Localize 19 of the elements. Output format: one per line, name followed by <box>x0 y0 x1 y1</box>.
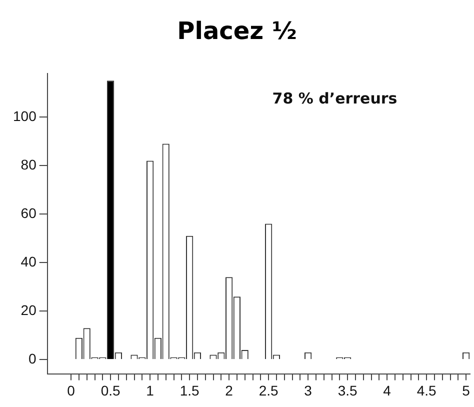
x-tick-label: 5 <box>462 382 470 398</box>
x-tick-label: 2 <box>225 382 234 398</box>
y-tick-label: 20 <box>20 302 37 318</box>
chart-title: Placez ½ <box>176 16 298 47</box>
x-tick-label: 4.5 <box>416 382 436 398</box>
y-tick-label: 80 <box>20 156 37 172</box>
x-tick-label: 2.5 <box>258 382 278 398</box>
x-tick-label: 1 <box>146 382 154 398</box>
x-tick-label: 0 <box>67 382 76 398</box>
y-tick-label: 60 <box>20 204 37 221</box>
y-tick-label: 100 <box>13 108 37 124</box>
x-tick-label: 3 <box>304 382 312 398</box>
annotation: 78 % d’erreurs <box>272 89 398 108</box>
y-tick-label: 40 <box>20 253 37 270</box>
y-tick-label: 0 <box>28 350 37 367</box>
x-tick-label: 4 <box>383 382 392 398</box>
x-tick-label: 1.5 <box>180 382 200 398</box>
x-tick-label: 3.5 <box>338 382 358 398</box>
x-tick-label: 0.5 <box>100 382 120 398</box>
